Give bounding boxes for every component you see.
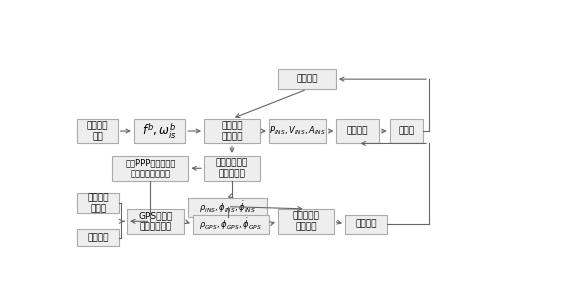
Text: 闭环反馈: 闭环反馈 (296, 75, 318, 84)
FancyBboxPatch shape (269, 119, 326, 144)
FancyBboxPatch shape (336, 119, 379, 144)
Text: 导航解: 导航解 (398, 127, 414, 136)
Text: 误差纠正: 误差纠正 (347, 127, 368, 136)
Text: 精密轨道
及钟差: 精密轨道 及钟差 (88, 193, 109, 213)
Text: $f^b,\omega^b_{is}$: $f^b,\omega^b_{is}$ (142, 121, 177, 141)
FancyBboxPatch shape (278, 69, 336, 89)
Text: 误差向量: 误差向量 (355, 220, 377, 229)
Text: $P_{INS},V_{INS},A_{INS}$: $P_{INS},V_{INS},A_{INS}$ (269, 125, 326, 137)
FancyBboxPatch shape (77, 193, 119, 213)
Text: 精密单点定位
观测值预测: 精密单点定位 观测值预测 (216, 158, 248, 178)
FancyBboxPatch shape (127, 209, 184, 234)
Text: $\rho_{GPS},\phi_{GPS},\dot{\phi}_{GPS}$: $\rho_{GPS},\phi_{GPS},\dot{\phi}_{GPS}$ (200, 216, 263, 232)
FancyBboxPatch shape (188, 197, 267, 217)
Text: 卫星信号: 卫星信号 (88, 233, 109, 242)
Text: 辅助PPP数据处理，
如整周数、周跳等: 辅助PPP数据处理， 如整周数、周跳等 (125, 158, 175, 178)
FancyBboxPatch shape (204, 119, 260, 144)
FancyBboxPatch shape (77, 229, 119, 246)
Text: $\rho_{INS},\phi_{INS},\dot{\phi}_{INS}$: $\rho_{INS},\phi_{INS},\dot{\phi}_{INS}$ (199, 199, 256, 215)
FancyBboxPatch shape (113, 156, 188, 181)
FancyBboxPatch shape (204, 156, 260, 181)
FancyBboxPatch shape (134, 119, 185, 144)
FancyBboxPatch shape (77, 119, 118, 144)
Text: 卡尔曼滤波
计算模块: 卡尔曼滤波 计算模块 (293, 211, 319, 231)
FancyBboxPatch shape (193, 214, 269, 234)
FancyBboxPatch shape (345, 214, 387, 234)
Text: 惯性测量
单元: 惯性测量 单元 (87, 121, 108, 141)
FancyBboxPatch shape (389, 119, 423, 144)
FancyBboxPatch shape (278, 209, 334, 234)
Text: 惯性测量
处理模块: 惯性测量 处理模块 (221, 121, 243, 141)
Text: GPS接收机
精密单点定位: GPS接收机 精密单点定位 (138, 211, 173, 231)
